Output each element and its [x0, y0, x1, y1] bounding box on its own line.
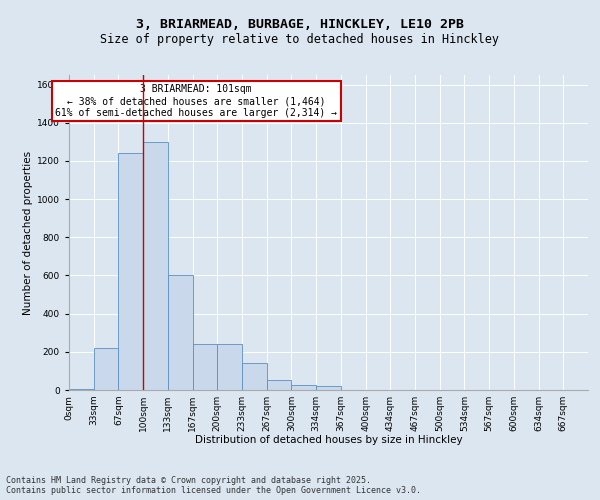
Bar: [292, 385, 316, 390]
Bar: [267, 380, 292, 390]
Bar: [118, 154, 143, 390]
Bar: [193, 344, 217, 390]
Bar: [242, 364, 267, 390]
Bar: [94, 348, 118, 390]
X-axis label: Distribution of detached houses by size in Hinckley: Distribution of detached houses by size …: [194, 436, 463, 446]
Text: 3 BRIARMEAD: 101sqm
← 38% of detached houses are smaller (1,464)
61% of semi-det: 3 BRIARMEAD: 101sqm ← 38% of detached ho…: [55, 84, 337, 117]
Bar: [316, 386, 341, 390]
Text: Contains HM Land Registry data © Crown copyright and database right 2025.
Contai: Contains HM Land Registry data © Crown c…: [6, 476, 421, 495]
Bar: [217, 344, 242, 390]
Bar: [168, 276, 193, 390]
Bar: [69, 389, 94, 390]
Y-axis label: Number of detached properties: Number of detached properties: [23, 150, 33, 314]
Text: Size of property relative to detached houses in Hinckley: Size of property relative to detached ho…: [101, 32, 499, 46]
Text: 3, BRIARMEAD, BURBAGE, HINCKLEY, LE10 2PB: 3, BRIARMEAD, BURBAGE, HINCKLEY, LE10 2P…: [136, 18, 464, 30]
Bar: [143, 142, 168, 390]
